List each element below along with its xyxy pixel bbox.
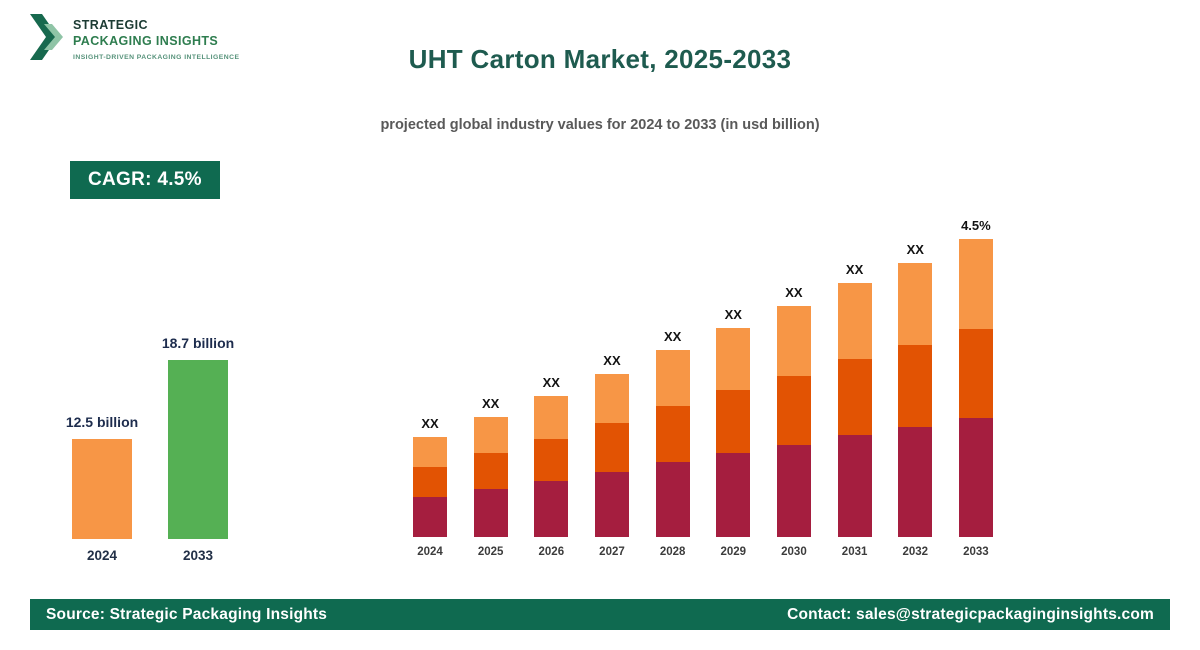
stacked-bar-column: XX 2025 <box>469 396 513 559</box>
bar-segment-top-segment <box>716 328 751 390</box>
bar-stack <box>898 263 933 537</box>
bar-stack <box>413 437 447 537</box>
stacked-bar-column: XX 2030 <box>772 285 816 559</box>
bar-value-label: XX <box>663 329 682 344</box>
bar-segment-bottom-segment <box>594 472 629 537</box>
logo-line1: STRATEGIC <box>73 18 148 32</box>
bar-stack <box>776 306 811 537</box>
stacked-bar-column: XX 2026 <box>529 375 573 559</box>
bar-segment-bottom-segment <box>776 445 811 537</box>
bar-segment-bottom-segment <box>837 435 872 537</box>
bar-year-label: 2028 <box>659 546 686 558</box>
bar-value-label: XX <box>421 416 439 431</box>
logo-line2: PACKAGING INSIGHTS <box>73 33 219 48</box>
bar-value-label: XX <box>785 285 803 300</box>
bar-segment-top-segment <box>413 437 447 467</box>
logo-tagline: INSIGHT-DRIVEN PACKAGING INTELLIGENCE <box>73 54 240 62</box>
bar-segment-middle-segment <box>716 390 751 453</box>
stacked-bar-column: XX 2027 <box>590 353 634 559</box>
bar-value-label: XX <box>724 307 742 322</box>
stacked-bar-column: XX 2028 <box>651 329 695 559</box>
bar-segment-middle-segment <box>898 345 933 427</box>
bar-segment-top-segment <box>776 306 811 376</box>
bar-year-label: 2032 <box>902 546 929 558</box>
bar-value-label: 4.5% <box>961 218 991 233</box>
bar-segment-middle-segment <box>534 439 569 481</box>
stacked-bar-column: XX 2032 <box>893 242 937 559</box>
stacked-bar-chart: XX 2024 XX 2025 XX 2026 XX 2027 XX 2028 XX 2029 XX 20… <box>408 198 998 559</box>
bar-year-label: 2031 <box>841 546 868 558</box>
summary-bar <box>168 360 228 539</box>
bar-segment-top-segment <box>898 263 933 345</box>
logo-text: STRATEGIC PACKAGING INSIGHTS INSIGHT-DRI… <box>73 14 239 61</box>
bar-segment-bottom-segment <box>534 481 569 537</box>
cagr-badge: CAGR: 4.5% <box>70 161 220 199</box>
summary-bar-column: 12.5 billion 2024 <box>66 413 138 565</box>
bar-stack <box>958 239 993 537</box>
summary-bar-column: 18.7 billion 2033 <box>162 334 234 565</box>
stacked-bar-column: XX 2031 <box>833 262 877 559</box>
bar-segment-bottom-segment <box>898 427 933 537</box>
bar-segment-bottom-segment <box>958 418 993 537</box>
stacked-bar-column: XX 2029 <box>711 307 755 559</box>
bar-value-label: XX <box>542 375 560 390</box>
bar-value-label: XX <box>845 262 864 277</box>
bar-segment-bottom-segment <box>655 462 690 537</box>
bar-segment-top-segment <box>473 417 508 453</box>
page-subtitle: projected global industry values for 202… <box>380 117 820 133</box>
summary-bar-value-label: 18.7 billion <box>161 335 235 351</box>
summary-bar <box>72 439 132 539</box>
bar-segment-middle-segment <box>594 423 629 472</box>
bar-segment-bottom-segment <box>716 453 751 537</box>
bar-year-label: 2033 <box>963 546 989 558</box>
bar-segment-middle-segment <box>776 376 811 445</box>
bar-segment-top-segment <box>594 374 629 423</box>
bar-segment-middle-segment <box>655 406 690 462</box>
summary-bar-value-label: 12.5 billion <box>65 414 139 430</box>
bar-segment-top-segment <box>837 283 872 359</box>
bar-segment-middle-segment <box>473 453 508 489</box>
bar-stack <box>837 283 872 537</box>
bar-year-label: 2026 <box>538 546 565 558</box>
bar-segment-top-segment <box>958 239 993 329</box>
bar-segment-middle-segment <box>958 329 993 418</box>
bar-year-label: 2024 <box>417 546 443 558</box>
bar-stack <box>534 396 569 537</box>
stacked-bar-column: 4.5% 2033 <box>954 218 998 559</box>
bar-segment-middle-segment <box>837 359 872 435</box>
summary-bar-year-label: 2033 <box>182 548 214 563</box>
bar-year-label: 2025 <box>477 546 504 558</box>
bar-segment-top-segment <box>655 350 690 406</box>
footer-source: Source: Strategic Packaging Insights <box>46 605 328 623</box>
stacked-bar-column: XX 2024 <box>408 416 452 559</box>
summary-bar-year-label: 2024 <box>86 548 118 563</box>
bar-value-label: XX <box>906 242 924 257</box>
bar-year-label: 2029 <box>720 546 747 558</box>
bar-year-label: 2030 <box>781 546 807 558</box>
bar-segment-bottom-segment <box>473 489 508 537</box>
logo-chevron-icon <box>30 14 64 60</box>
bar-stack <box>473 417 508 537</box>
page-title: UHT Carton Market, 2025-2033 <box>408 44 792 74</box>
bar-value-label: XX <box>481 396 500 411</box>
bar-segment-top-segment <box>534 396 569 439</box>
bar-segment-bottom-segment <box>413 497 447 537</box>
bar-year-label: 2027 <box>599 546 625 558</box>
bar-value-label: XX <box>603 353 621 368</box>
bar-stack <box>655 350 690 537</box>
footer-bar: Source: Strategic Packaging Insights Con… <box>30 599 1170 630</box>
logo: STRATEGIC PACKAGING INSIGHTS INSIGHT-DRI… <box>30 14 239 61</box>
footer-contact: Contact: sales@strategicpackaginginsight… <box>787 605 1154 623</box>
bar-stack <box>594 374 629 537</box>
summary-bar-chart: 12.5 billion 2024 18.7 billion 2033 <box>66 330 234 565</box>
bar-stack <box>716 328 751 537</box>
bar-segment-middle-segment <box>413 467 447 497</box>
